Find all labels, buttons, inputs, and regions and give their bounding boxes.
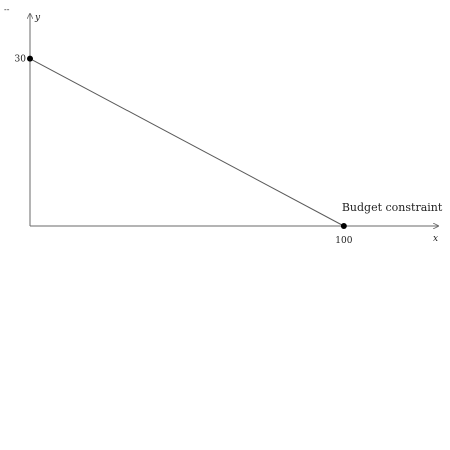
tick-labels: 30 100 <box>15 55 353 246</box>
points-layer <box>27 55 347 229</box>
x-axis-label: x <box>433 234 438 244</box>
y-tick-label: 30 <box>15 55 27 65</box>
annotations: Budget constraint <box>342 201 443 214</box>
x-tick-label: 100 <box>335 236 352 246</box>
intercept-point-0 <box>27 55 33 62</box>
budget-constraint-line <box>29 58 345 227</box>
intercept-point-1 <box>340 223 347 229</box>
budget-constraint-label: Budget constraint <box>342 201 443 214</box>
series-layer <box>29 58 345 227</box>
corner-mark: -- <box>4 5 10 14</box>
y-axis-label: y <box>34 13 41 23</box>
